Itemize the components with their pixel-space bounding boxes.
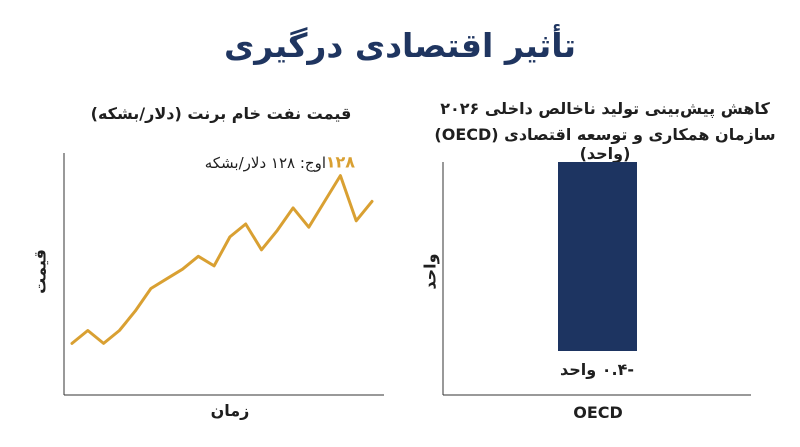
line-series: [70, 174, 374, 345]
bar-chart-title-line1: کاهش پیش‌بینی تولید ناخالص داخلی ۲۰۲۶: [440, 99, 770, 118]
line-chart-xlabel: زمان: [210, 401, 250, 420]
peak-value-label: ۱۲۸: [326, 153, 356, 172]
bar-value-label: -۰.۴ واحد: [560, 360, 634, 379]
bar-chart-title-line2: سازمان همکاری و توسعه اقتصادی (OECD) (وا…: [434, 125, 776, 163]
bar-chart-xlabel: OECD: [573, 403, 623, 422]
peak-annotation: اوج: ۱۲۸ دلار/بشکه: [205, 154, 326, 173]
line-chart-title: قیمت نفت خام برنت (دلار/بشکه): [90, 104, 352, 123]
page-title: تأثیر اقتصادی درگیری: [224, 26, 576, 65]
bar-oecd: [558, 162, 637, 351]
